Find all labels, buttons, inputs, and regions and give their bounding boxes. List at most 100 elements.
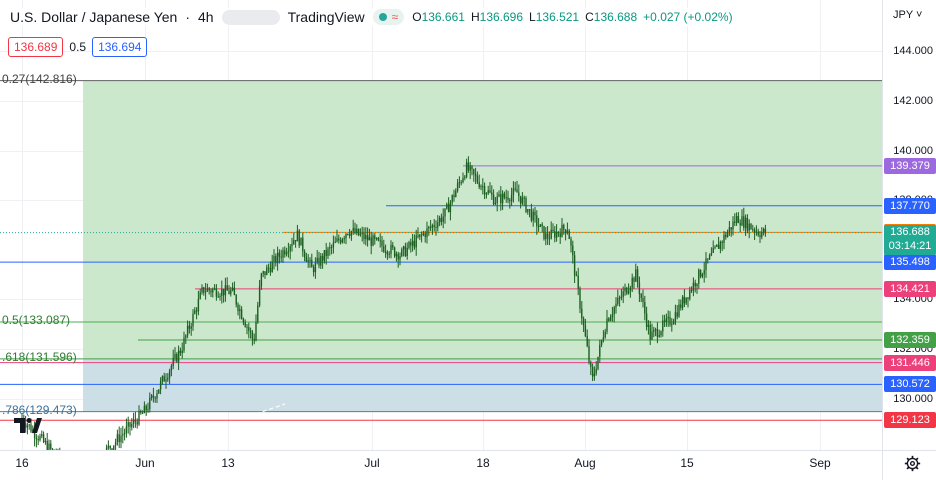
candle-body <box>280 256 282 258</box>
candle-body <box>577 275 579 289</box>
gear-icon[interactable] <box>904 455 921 472</box>
candle-body <box>368 237 371 241</box>
tradingview-logo-icon[interactable] <box>12 413 42 437</box>
fib-level-label: 0.27(142.816) <box>2 71 77 86</box>
spread-value: 0.5 <box>69 40 87 54</box>
candle-body <box>300 237 302 246</box>
market-status-pill[interactable]: ≈ <box>372 9 405 25</box>
candle-body <box>253 338 255 341</box>
candle-body <box>719 241 722 249</box>
level-price-tag: 132.359 <box>884 331 936 348</box>
candle-body <box>730 227 732 230</box>
candle-body <box>296 230 299 242</box>
candle-body <box>525 197 527 212</box>
candle-body <box>51 449 54 450</box>
candle-body <box>561 224 563 237</box>
candle-body <box>195 310 198 312</box>
candle-body <box>509 200 511 202</box>
candle-body <box>428 226 430 229</box>
symbol-title[interactable]: U.S. Dollar / Japanese Yen <box>10 9 178 25</box>
candle-body <box>624 287 626 292</box>
candle-body <box>235 295 237 305</box>
candle-body <box>663 320 666 322</box>
candle-body <box>721 241 723 243</box>
candle-body <box>631 277 633 288</box>
axis-corner[interactable] <box>882 450 936 480</box>
candle-body <box>703 269 705 275</box>
candle-body <box>469 166 471 171</box>
candle-body <box>503 193 506 198</box>
candle-body <box>289 246 291 252</box>
candle-body <box>311 259 313 268</box>
time-tick-label: Jul <box>364 456 380 470</box>
candle-body <box>230 290 232 294</box>
candle-body <box>222 288 225 296</box>
chart-svg[interactable] <box>0 0 882 450</box>
candle-body <box>192 313 194 327</box>
candle-body <box>217 296 219 298</box>
candle-body <box>465 162 468 177</box>
candle-body <box>395 253 398 257</box>
time-axis[interactable]: 16 Jun 13 Jul 18 Aug 15 Sep <box>0 450 882 480</box>
candle-body <box>251 332 254 339</box>
candle-body <box>419 234 421 237</box>
candle-body <box>348 234 351 236</box>
candle-body <box>269 268 272 273</box>
candle-body <box>701 274 704 277</box>
candle-body <box>728 227 731 233</box>
candle-body <box>276 252 279 264</box>
candle-body <box>613 307 615 315</box>
candle-body <box>372 235 374 246</box>
candle-body <box>541 224 543 227</box>
candle-body <box>327 248 329 257</box>
candle-body <box>183 337 185 351</box>
candle-body <box>383 246 385 252</box>
candle-body <box>761 232 763 238</box>
candle-body <box>221 288 223 296</box>
candle-body <box>593 373 596 377</box>
candle-body <box>451 195 453 203</box>
candle-body <box>397 253 399 260</box>
fib-level-label: .786(129.473) <box>2 402 77 417</box>
candle-body <box>266 267 268 276</box>
candle-body <box>735 216 738 223</box>
candle-body <box>255 321 257 341</box>
market-open-dot-icon <box>378 13 387 21</box>
candle-body <box>393 247 396 257</box>
candle-body <box>500 194 502 204</box>
buy-price-button[interactable]: 136.694 <box>92 37 148 57</box>
candle-body <box>136 421 138 425</box>
candle-body <box>143 405 146 414</box>
candle-body <box>44 440 47 442</box>
candle-body <box>354 228 356 234</box>
interval-label[interactable]: 4h <box>198 9 214 25</box>
candle-body <box>633 277 635 282</box>
chart-header[interactable]: U.S. Dollar / Japanese Yen · 4h TradingV… <box>6 8 737 26</box>
candle-body <box>174 354 176 358</box>
candle-body <box>726 232 729 238</box>
level-price-tag: 139.379 <box>884 157 936 174</box>
currency-selector[interactable]: JPY ˅ <box>893 9 923 21</box>
candle-body <box>543 226 545 240</box>
price-axis[interactable]: JPY ˅ 144.000142.000140.000138.000134.00… <box>882 0 936 450</box>
candle-body <box>249 330 252 333</box>
candle-body <box>514 188 516 190</box>
candle-body <box>674 312 677 322</box>
candle-body <box>570 239 572 246</box>
candle-body <box>357 228 360 236</box>
candle-body <box>501 193 504 204</box>
candle-body <box>694 282 696 287</box>
candle-body <box>264 271 266 276</box>
candle-body <box>512 188 515 195</box>
chart-plot-area[interactable]: 0.27(142.816) 0.5(133.087) .618(131.596) .7… <box>0 0 882 450</box>
candle-body <box>455 190 457 198</box>
candle-body <box>330 247 333 249</box>
candle-body <box>334 241 336 243</box>
candle-body <box>150 395 153 398</box>
candle-body <box>483 186 486 195</box>
sell-price-button[interactable]: 136.689 <box>8 37 64 57</box>
candle-body <box>597 356 599 369</box>
candle-body <box>507 197 509 201</box>
candle-body <box>168 370 171 378</box>
candle-body <box>107 445 110 448</box>
